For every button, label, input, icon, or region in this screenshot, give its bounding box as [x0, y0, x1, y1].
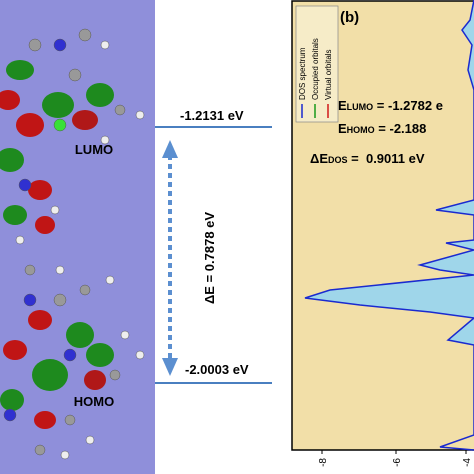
value: = -1.2782 e [373, 98, 443, 113]
x-tick-label: -6 [392, 458, 403, 467]
homo-energy: -2.0003 eV [185, 362, 249, 377]
x-tick-label: -4 [462, 458, 473, 467]
legend-entry: Occupied orbitals [311, 38, 320, 100]
molecule-panel: LUMO HOMO [0, 0, 155, 474]
value: = 0.9011 eV [348, 151, 425, 166]
subscript: HOMO [347, 125, 375, 135]
legend-entry: Virtual orbitals [324, 49, 333, 100]
lumo-label: LUMO [75, 142, 113, 157]
x-tick-label: -8 [318, 458, 329, 467]
gap-label: ΔE = 0.7878 eV [202, 212, 217, 304]
legend-box [295, 5, 339, 123]
legend-entry: DOS spectrum [298, 47, 307, 100]
subscript: LUMO [347, 102, 374, 112]
gap-dos: ΔEDOS = 0.9011 eV [310, 151, 425, 166]
symbol: E [338, 121, 347, 136]
panel-label: (b) [340, 9, 359, 26]
lumo-energy-dos: ELUMO = -1.2782 e [338, 98, 443, 113]
homo-label: HOMO [74, 394, 114, 409]
dos-panel: DOS spectrum Occupied orbitals Virtual o… [291, 0, 474, 467]
orbital-lobes [0, 60, 114, 429]
arrow-head [162, 140, 178, 158]
homo-energy-dos: EHOMO = -2.188 [338, 121, 426, 136]
energy-diagram: -1.2131 eV -2.0003 eV ΔE = 0.7878 eV [155, 108, 272, 384]
atoms [3, 28, 145, 460]
subscript: DOS [328, 155, 348, 165]
arrow-head [162, 358, 178, 376]
dos-curve [304, 0, 474, 451]
symbol: E [338, 98, 347, 113]
lumo-energy: -1.2131 eV [180, 108, 244, 123]
symbol: ΔE [310, 151, 328, 166]
value: = -2.188 [375, 121, 427, 136]
